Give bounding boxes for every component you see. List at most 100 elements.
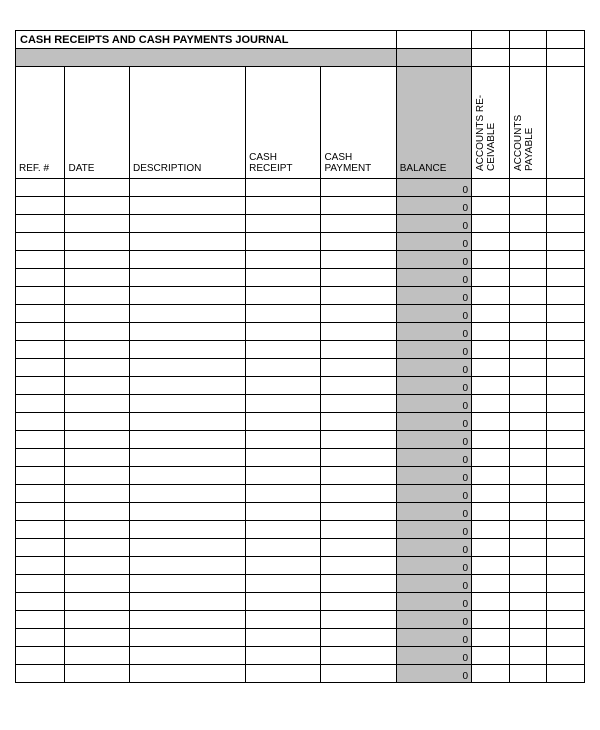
empty-cell (321, 629, 396, 647)
empty-cell (246, 197, 321, 215)
title-row: CASH RECEIPTS AND CASH PAYMENTS JOURNAL (16, 31, 585, 49)
empty-cell (472, 395, 510, 413)
empty-cell (16, 647, 65, 665)
balance-cell: 0 (396, 179, 471, 197)
empty-cell (130, 521, 246, 539)
empty-cell (321, 233, 396, 251)
empty-cell (472, 377, 510, 395)
empty-cell (472, 575, 510, 593)
empty-cell (65, 647, 130, 665)
empty-cell (130, 287, 246, 305)
empty-cell (547, 647, 585, 665)
empty-cell (246, 575, 321, 593)
empty-cell (509, 593, 547, 611)
empty-cell (246, 557, 321, 575)
empty-cell (130, 647, 246, 665)
table-row: 0 (16, 359, 585, 377)
empty-cell (509, 359, 547, 377)
empty-cell (16, 521, 65, 539)
column-header-row: REF. # DATE DESCRIPTION CASH RECEIPT CAS… (16, 67, 585, 179)
empty-cell (65, 593, 130, 611)
header-date: DATE (65, 67, 130, 179)
empty-cell (130, 359, 246, 377)
table-row: 0 (16, 665, 585, 683)
empty-cell (246, 503, 321, 521)
empty-cell (246, 539, 321, 557)
empty-cell (321, 269, 396, 287)
table-row: 0 (16, 485, 585, 503)
empty-cell (321, 251, 396, 269)
empty-cell (130, 485, 246, 503)
table-row: 0 (16, 431, 585, 449)
empty-cell (472, 485, 510, 503)
balance-cell: 0 (396, 449, 471, 467)
empty-cell (65, 251, 130, 269)
empty-cell (16, 323, 65, 341)
empty-cell (130, 395, 246, 413)
table-row: 0 (16, 647, 585, 665)
balance-cell: 0 (396, 503, 471, 521)
empty-cell (321, 647, 396, 665)
table-row: 0 (16, 593, 585, 611)
empty-cell (321, 215, 396, 233)
empty-cell (547, 557, 585, 575)
empty-cell (246, 395, 321, 413)
empty-cell (509, 629, 547, 647)
empty-cell (472, 233, 510, 251)
empty-cell (472, 557, 510, 575)
empty-cell (16, 233, 65, 251)
balance-cell: 0 (396, 305, 471, 323)
empty-cell (547, 431, 585, 449)
table-row: 0 (16, 503, 585, 521)
empty-cell (65, 611, 130, 629)
empty-cell (16, 287, 65, 305)
empty-cell (547, 629, 585, 647)
header-balance: BALANCE (396, 67, 471, 179)
empty-cell (65, 197, 130, 215)
balance-cell: 0 (396, 611, 471, 629)
cash-journal-table: CASH RECEIPTS AND CASH PAYMENTS JOURNAL … (15, 30, 585, 683)
balance-cell: 0 (396, 467, 471, 485)
empty-cell (65, 215, 130, 233)
empty-cell (246, 179, 321, 197)
empty-cell (16, 611, 65, 629)
table-row: 0 (16, 413, 585, 431)
empty-cell (16, 395, 65, 413)
empty-cell (509, 575, 547, 593)
empty-cell (509, 521, 547, 539)
shaded-spacer-row (16, 49, 585, 67)
table-row: 0 (16, 233, 585, 251)
empty-cell (509, 431, 547, 449)
table-row: 0 (16, 269, 585, 287)
empty-cell (472, 647, 510, 665)
empty-cell (509, 647, 547, 665)
empty-cell (509, 323, 547, 341)
empty-cell (509, 413, 547, 431)
balance-cell: 0 (396, 359, 471, 377)
empty-cell (65, 485, 130, 503)
empty-cell (472, 215, 510, 233)
empty-cell (130, 305, 246, 323)
empty-cell (65, 269, 130, 287)
empty-cell (547, 521, 585, 539)
empty-cell (472, 269, 510, 287)
empty-cell (16, 305, 65, 323)
header-extra (547, 67, 585, 179)
empty-cell (547, 215, 585, 233)
empty-cell (509, 179, 547, 197)
balance-cell: 0 (396, 521, 471, 539)
empty-cell (321, 359, 396, 377)
empty-cell (547, 611, 585, 629)
header-accounts-receivable: ACCOUNTS RE- CEIVABLE (472, 67, 510, 179)
empty-cell (130, 269, 246, 287)
empty-cell (472, 179, 510, 197)
empty-cell (547, 593, 585, 611)
empty-cell (547, 287, 585, 305)
empty-cell (472, 413, 510, 431)
empty-cell (321, 665, 396, 683)
empty-cell (321, 413, 396, 431)
balance-cell: 0 (396, 647, 471, 665)
table-row: 0 (16, 629, 585, 647)
empty-cell (246, 593, 321, 611)
empty-cell (65, 629, 130, 647)
